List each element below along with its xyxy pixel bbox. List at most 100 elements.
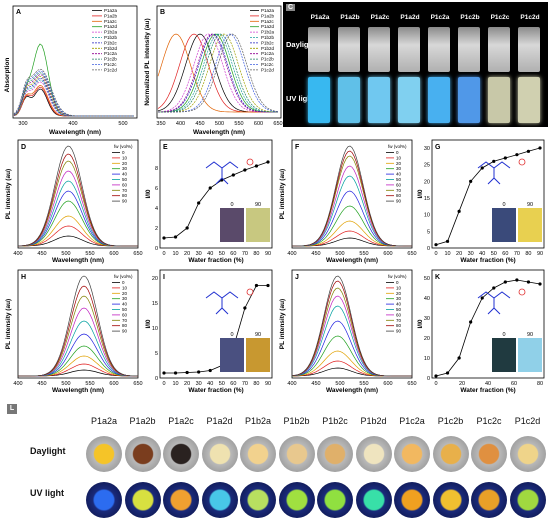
panel-b-legend-item: P1a2b: [261, 13, 275, 18]
ratio-point: [185, 226, 189, 230]
ratio-xtick: 50: [219, 381, 225, 387]
inset-label: 90: [527, 332, 533, 338]
ratio-xtick: 30: [196, 251, 202, 257]
pl-ylabel: PL intensity (au): [5, 299, 12, 349]
ratio-xtick: 80: [537, 381, 543, 387]
pl-legend-item: 40: [122, 172, 128, 177]
panel-b-curve: [157, 33, 279, 113]
daylight-dish: [124, 436, 161, 472]
daylight-dish: [394, 436, 430, 472]
panel-a-legend-item: P1a2d: [104, 24, 118, 29]
pl-legend-item: 30: [396, 166, 402, 171]
panel-b-curves: [157, 33, 279, 113]
ratio-point: [266, 283, 270, 288]
pl-xtick: 450: [311, 251, 320, 257]
uv-dish: [201, 482, 238, 518]
daylight-dish: [163, 436, 199, 472]
inset-vial-0: [492, 338, 516, 372]
uv-dish: [432, 482, 469, 518]
ratio-line: [164, 285, 268, 374]
panel-b-curve: [157, 33, 278, 113]
structure-ring-icon: [246, 288, 254, 296]
pl-curve: [18, 190, 138, 247]
pl-legend-item: 20: [396, 291, 402, 296]
pl-curve: [18, 307, 138, 377]
pl-legend-title: fw (vol%): [388, 144, 407, 149]
pl-legend-item: 20: [122, 291, 128, 296]
panel-c-daylight-label: Daylight: [286, 40, 316, 49]
uv-dish: [124, 482, 161, 518]
pl-legend-item: 60: [122, 182, 128, 187]
ratio-xtick: 70: [242, 381, 248, 387]
uv-dish: [317, 482, 353, 518]
panel-b-xtick: 550: [234, 121, 243, 127]
ratio-point: [526, 280, 531, 284]
panel-b-xtick: 600: [254, 121, 263, 127]
panel-b-legend-item: P1b2c: [261, 40, 275, 45]
pl-curve: [17, 200, 138, 247]
panel-a-curve: [13, 72, 134, 117]
pl-panel-label: F: [295, 144, 300, 151]
pl-grid: DPL intensity (au)Wavelength (nm)400 450 5…: [5, 139, 545, 394]
panel-a-xtick: 500: [118, 121, 127, 127]
uv-vial: [338, 77, 360, 123]
ratio-frame: [159, 269, 273, 379]
pl-curve: [291, 275, 412, 377]
pl-curve: [292, 165, 412, 247]
panel-c-sample-name: P1a2a: [310, 14, 330, 21]
ratio-ytick: 5: [155, 351, 158, 357]
pl-curve: [292, 230, 412, 247]
structure-icon: [477, 291, 511, 315]
pl-curve: [292, 175, 412, 247]
ratio-point: [492, 159, 496, 163]
pl-curve: [18, 275, 139, 377]
pl-legend-item: 70: [396, 318, 402, 323]
ratio-point: [515, 278, 519, 282]
ratio-point: [208, 186, 212, 190]
panel-l-uv-label: UV light: [30, 488, 64, 498]
panel-l-daylight-label: Daylight: [30, 446, 66, 456]
ratio-point: [243, 306, 247, 310]
ratio-point: [526, 149, 531, 153]
ratio-point: [266, 160, 270, 164]
pl-legend-item: 90: [396, 199, 402, 204]
pl-legend-item: 0: [122, 280, 125, 285]
uv-vial: [308, 77, 330, 123]
panel-c-uv-label: UV light: [286, 94, 315, 103]
panel-c-label: C: [286, 4, 296, 11]
pl-xtick: 400: [287, 251, 296, 257]
daylight-dish: [471, 436, 507, 472]
ratio-xtick: 0: [162, 381, 165, 387]
daylight-vial: [518, 27, 540, 72]
panel-b-curve: [157, 33, 279, 113]
inset-vial-0: [220, 338, 244, 372]
panel-a-curve: [13, 79, 134, 117]
pl-legend-item: 80: [396, 193, 402, 198]
pl-panel-label: J: [295, 274, 299, 281]
ratio-point: [457, 209, 461, 213]
pl-ylabel: PL intensity (au): [5, 169, 12, 219]
pl-frame: [17, 269, 139, 379]
pl-legend-title: fw (vol%): [114, 144, 133, 149]
ratio-point: [445, 239, 450, 243]
pl-legend-item: 90: [396, 329, 402, 334]
ratio-frame: [431, 269, 545, 379]
panel-b-frame: [156, 5, 282, 119]
pl-xtick: 550: [85, 251, 94, 257]
ratio-xtick: 60: [230, 381, 236, 387]
pl-legend-item: 50: [396, 307, 402, 312]
panel-b-xlabel: Wavelength (nm): [193, 129, 245, 136]
inset-label: 90: [255, 202, 261, 208]
panel-b-curve: [157, 33, 279, 113]
pl-xtick: 600: [383, 381, 392, 387]
structure-ring-icon: [518, 288, 526, 296]
ratio-ytick: 0: [427, 376, 430, 382]
pl-legend-item: 30: [396, 296, 402, 301]
panel-l-sample-name: P1c2b: [437, 416, 464, 426]
ratio-point: [469, 320, 473, 324]
panel-a-legend-item: P1b2c: [104, 40, 118, 45]
panel-b-xtick: 350: [156, 121, 165, 127]
ratio-point: [503, 280, 507, 284]
panel-b-legend-item: P1c2c: [261, 62, 274, 67]
